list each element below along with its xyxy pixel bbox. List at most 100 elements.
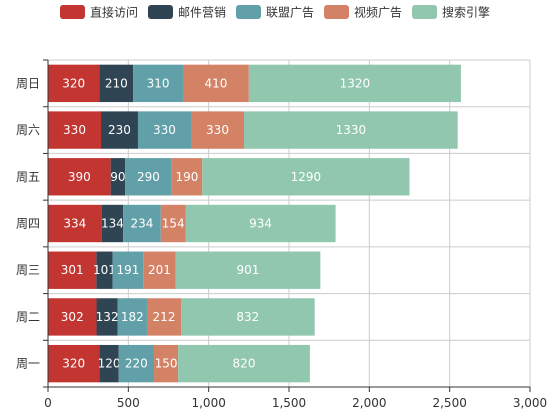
legend[interactable]: 直接访问 邮件营销 联盟广告 视频广告 搜索引擎 xyxy=(59,5,490,20)
bar-segment[interactable] xyxy=(99,344,119,383)
bar-segment[interactable] xyxy=(175,251,321,289)
bar-value-label: 220 xyxy=(125,357,148,371)
legend-swatch xyxy=(59,5,85,19)
bar-segment[interactable] xyxy=(143,251,176,289)
bar-value-label: 182 xyxy=(121,310,144,324)
bar-value-label: 201 xyxy=(148,263,171,277)
bar-segment[interactable] xyxy=(99,64,134,103)
legend-item[interactable]: 搜索引擎 xyxy=(412,5,490,20)
y-category-label: 周六 xyxy=(16,123,40,137)
bar-value-label: 310 xyxy=(147,76,170,90)
y-category-label: 周二 xyxy=(16,310,40,324)
bar-segment[interactable] xyxy=(48,64,100,103)
bar-value-label: 90 xyxy=(110,170,125,184)
bar-segment[interactable] xyxy=(202,158,410,196)
bar-segment[interactable] xyxy=(96,298,118,336)
bar-value-label: 1330 xyxy=(336,123,367,137)
bar-value-label: 134 xyxy=(101,217,124,231)
bar-value-label: 212 xyxy=(153,310,176,324)
bar-segment[interactable] xyxy=(48,158,111,196)
bar-segment[interactable] xyxy=(48,344,100,383)
bar-value-label: 934 xyxy=(249,217,272,231)
bar-value-label: 101 xyxy=(93,263,116,277)
bar-segment[interactable] xyxy=(154,344,179,383)
bar-segment[interactable] xyxy=(182,64,249,103)
bar-value-label: 132 xyxy=(96,310,119,324)
bar-segment[interactable] xyxy=(248,64,461,103)
bar-segment[interactable] xyxy=(190,111,245,149)
bar-segment[interactable] xyxy=(48,251,97,289)
bar-value-label: 301 xyxy=(61,263,84,277)
legend-item[interactable]: 联盟广告 xyxy=(235,5,314,20)
bar-segment[interactable] xyxy=(133,64,183,103)
bar-value-label: 410 xyxy=(204,76,227,90)
bar-segment[interactable] xyxy=(171,158,203,196)
legend-label: 联盟广告 xyxy=(266,6,314,20)
bar-segment[interactable] xyxy=(117,298,147,336)
bar-value-label: 302 xyxy=(61,310,84,324)
bar-segment[interactable] xyxy=(178,344,310,383)
bar-segment[interactable] xyxy=(118,344,155,383)
bar-segment[interactable] xyxy=(160,204,186,243)
bar-segment[interactable] xyxy=(123,204,161,243)
bar-segment[interactable] xyxy=(244,111,458,149)
bar-value-label: 154 xyxy=(162,217,185,231)
y-category-label: 周四 xyxy=(16,217,40,231)
x-tick-label: 500 xyxy=(117,396,140,410)
bar-segment[interactable] xyxy=(48,204,102,243)
bars: 320 120 220 150 820 302 132 182 212 832 301 101 191 2… xyxy=(48,64,461,383)
bar-value-label: 390 xyxy=(68,170,91,184)
legend-item[interactable]: 视频广告 xyxy=(324,5,402,20)
bar-value-label: 320 xyxy=(62,357,85,371)
bar-segment[interactable] xyxy=(125,158,172,196)
bar-segment[interactable] xyxy=(48,298,97,336)
bar-value-label: 290 xyxy=(137,170,160,184)
legend-swatch xyxy=(412,5,438,19)
bar-segment[interactable] xyxy=(48,111,102,149)
y-category-label: 周五 xyxy=(16,170,40,184)
bar-value-label: 330 xyxy=(153,123,176,137)
bar-segment[interactable] xyxy=(137,111,191,149)
bar-value-label: 1290 xyxy=(291,170,322,184)
bar-value-label: 191 xyxy=(116,263,139,277)
x-tick-label: 2,000 xyxy=(352,396,386,410)
bar-segment[interactable] xyxy=(146,298,182,336)
bar-segment[interactable] xyxy=(96,251,113,289)
legend-swatch xyxy=(147,5,173,19)
bar-value-label: 190 xyxy=(176,170,199,184)
bar-value-label: 210 xyxy=(105,76,128,90)
bar-segment[interactable] xyxy=(112,251,144,289)
y-category-label: 周一 xyxy=(16,357,40,371)
bar-value-label: 901 xyxy=(236,263,259,277)
y-category-label: 周日 xyxy=(16,76,40,90)
legend-swatch xyxy=(235,5,261,19)
bar-value-label: 120 xyxy=(98,357,121,371)
bar-segment[interactable] xyxy=(181,298,315,336)
bar-segment[interactable] xyxy=(101,204,124,243)
bar-value-label: 1320 xyxy=(340,76,371,90)
bar-segment[interactable] xyxy=(101,111,138,149)
bar-segment[interactable] xyxy=(110,158,126,196)
x-tick-label: 1,500 xyxy=(272,396,306,410)
bar-segment[interactable] xyxy=(185,204,336,243)
bar-value-label: 832 xyxy=(236,310,259,324)
bar-value-label: 334 xyxy=(63,217,86,231)
legend-item[interactable]: 直接访问 xyxy=(59,5,138,20)
x-tick-label: 3,000 xyxy=(513,396,547,410)
axes: 0 500 1,000 1,500 2,000 2,500 3,000 周一 周二 周三 周四 周五 周… xyxy=(16,59,547,410)
legend-swatch xyxy=(324,5,350,19)
legend-label: 直接访问 xyxy=(90,5,138,20)
legend-label: 视频广告 xyxy=(354,5,402,20)
grid-lines xyxy=(48,59,531,387)
bar-value-label: 234 xyxy=(131,217,154,231)
x-tick-label: 2,500 xyxy=(432,396,466,410)
bar-value-label: 330 xyxy=(206,123,229,137)
x-tick-label: 1,000 xyxy=(191,396,225,410)
legend-label: 搜索引擎 xyxy=(442,5,490,20)
y-category-label: 周三 xyxy=(16,263,40,277)
legend-item[interactable]: 邮件营销 xyxy=(147,5,226,20)
bar-value-label: 150 xyxy=(155,357,178,371)
bar-value-label: 320 xyxy=(62,76,85,90)
bar-value-label: 820 xyxy=(233,357,256,371)
